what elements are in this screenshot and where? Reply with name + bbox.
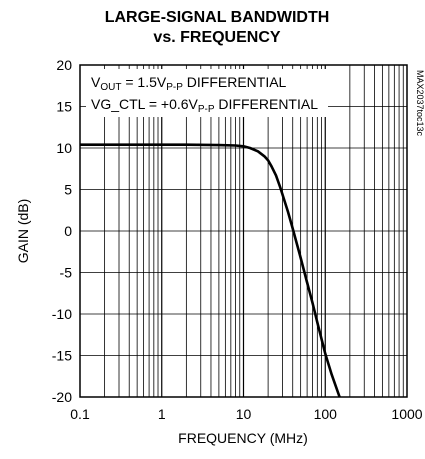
y-tick-label: 10 (56, 140, 72, 156)
x-tick-label: 0.1 (70, 406, 90, 422)
annotation-1-sub2: P-P (166, 82, 183, 93)
annotation-2-main: VG_CTL = +0.6V (91, 96, 199, 112)
y-tick-label: -20 (52, 389, 72, 405)
x-tick-label: 10 (236, 406, 252, 422)
side-code: MAX2037toc13c (415, 70, 425, 137)
y-tick-label: 0 (64, 223, 72, 239)
series (80, 143, 341, 397)
grid (80, 65, 407, 397)
x-axis-label: FREQUENCY (MHz) (178, 430, 308, 446)
annotation-2-rest-a: DIFFERENTIAL (215, 96, 319, 112)
annotation-2-sub: P-P (198, 104, 215, 115)
y-tick-label: 15 (56, 99, 72, 115)
annotation-1-rest-b: DIFFERENTIAL (183, 74, 287, 90)
y-axis-label: GAIN (dB) (15, 199, 31, 264)
annotations: VOUT = 1.5VP-P DIFFERENTIAL VG_CTL = +0.… (86, 69, 328, 117)
chart-title-line1: LARGE-SIGNAL BANDWIDTH (105, 9, 330, 26)
y-tick-label: -10 (52, 306, 72, 322)
tick-labels: 0.1 1 10 100 1000 20 15 10 5 0 -5 -10 -15 -20 (52, 57, 423, 422)
y-tick-label: 20 (56, 57, 72, 73)
y-tick-label: 5 (64, 182, 72, 198)
plot-frame (79, 64, 408, 398)
annotation-1-rest-a: = 1.5V (121, 74, 166, 90)
x-tick-label: 1000 (391, 406, 422, 422)
y-tick-label: -15 (52, 348, 72, 364)
annotation-line-2: VG_CTL = +0.6VP-P DIFFERENTIAL (91, 96, 318, 115)
chart-title-line2: vs. FREQUENCY (153, 29, 280, 46)
annotation-line-1: VOUT = 1.5VP-P DIFFERENTIAL (91, 74, 287, 93)
x-tick-label: 1 (158, 406, 166, 422)
annotation-background (86, 69, 328, 117)
x-tick-label: 100 (314, 406, 338, 422)
y-tick-label: -5 (60, 265, 73, 281)
annotation-1-sub: OUT (100, 82, 121, 93)
annotation-1-main: V (91, 74, 101, 90)
series-line-gain (80, 143, 341, 397)
